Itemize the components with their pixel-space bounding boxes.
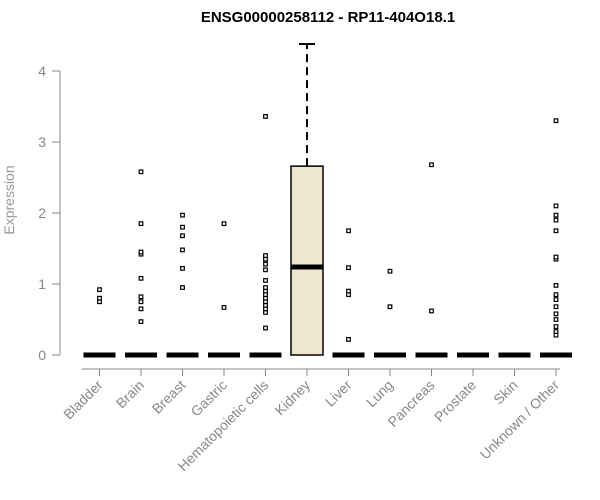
x-tick-label: Brain [113, 377, 147, 411]
outlier-point [553, 292, 559, 298]
x-tick-label: Bladder [60, 377, 106, 423]
outlier-point [346, 228, 351, 234]
outlier-point [553, 324, 559, 329]
outlier-point [180, 212, 185, 218]
outlier-point [346, 336, 351, 342]
outlier-point [221, 305, 227, 310]
outlier-point [180, 233, 185, 239]
outlier-point [263, 278, 268, 283]
y-tick-label: 0 [38, 347, 46, 363]
outlier-point [263, 285, 268, 290]
outlier-point [138, 249, 144, 255]
x-tick-label: Lung [363, 377, 396, 410]
x-tick-label: Breast [149, 377, 189, 417]
x-tick-label: Kidney [272, 377, 314, 419]
outlier-point [138, 221, 144, 227]
outlier-point [97, 295, 102, 301]
y-tick-label: 1 [38, 276, 46, 292]
outlier-point [263, 325, 268, 331]
outlier-point [387, 268, 393, 274]
outlier-point [97, 287, 102, 293]
outlier-point [553, 254, 559, 260]
outlier-point [180, 224, 185, 230]
outlier-point [138, 319, 144, 325]
y-tick-label: 3 [38, 134, 46, 150]
outlier-point [263, 114, 268, 119]
outlier-point [346, 288, 351, 294]
outlier-point [553, 228, 559, 234]
outlier-point [263, 261, 268, 267]
outlier-point [553, 217, 559, 223]
outlier-point [553, 203, 559, 209]
outlier-point [553, 212, 559, 218]
x-tick-label: Unknown / Other [477, 377, 563, 463]
outlier-point [553, 283, 559, 288]
chart-title: ENSG00000258112 - RP11-404O18.1 [201, 9, 455, 26]
x-tick-label: Liver [322, 377, 355, 410]
outlier-point [553, 329, 559, 334]
x-tick-label: Skin [490, 377, 521, 408]
outlier-point [221, 221, 227, 227]
outlier-point [138, 275, 144, 281]
outlier-point [553, 118, 559, 124]
outlier-point [180, 247, 185, 253]
outlier-point [553, 297, 559, 303]
x-tick-label: Prostate [431, 377, 479, 425]
outlier-point [138, 299, 144, 305]
outlier-point [553, 304, 559, 310]
y-tick-label: 4 [38, 63, 46, 79]
outlier-point [429, 308, 434, 314]
outlier-point [263, 267, 268, 273]
y-axis-label: Expression [1, 165, 17, 234]
outlier-point [429, 162, 434, 168]
outlier-point [553, 317, 559, 322]
outlier-point [180, 265, 185, 271]
outlier-point [138, 169, 144, 175]
outlier-point [387, 304, 393, 310]
box [290, 165, 324, 356]
outlier-point [180, 285, 185, 290]
outlier-point [346, 265, 351, 271]
outlier-point [553, 311, 559, 317]
outlier-point [263, 253, 268, 259]
outlier-point [138, 306, 144, 312]
y-tick-label: 2 [38, 205, 46, 221]
outlier-point [138, 294, 144, 300]
